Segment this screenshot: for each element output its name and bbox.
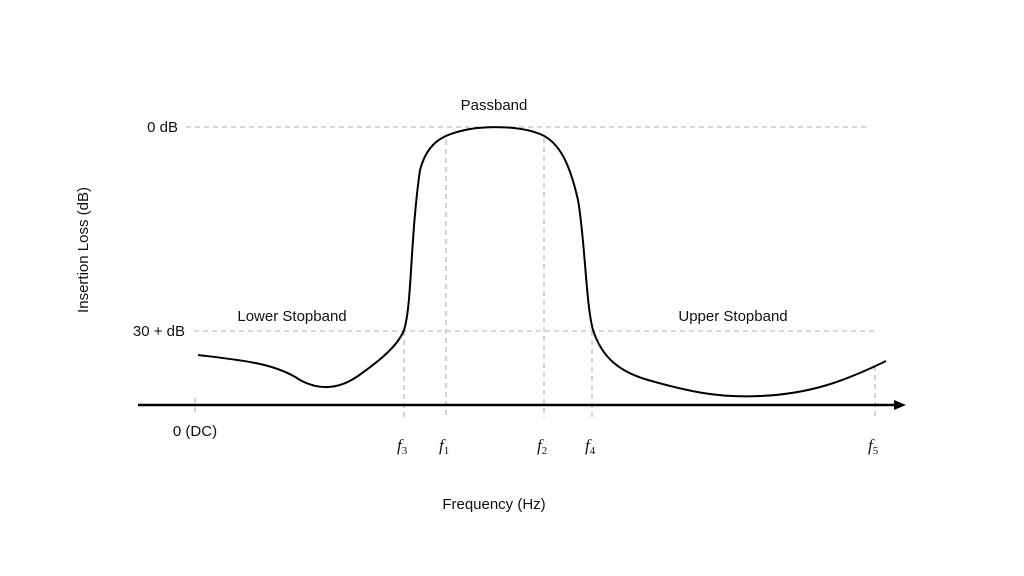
f2-label: f2 (537, 436, 547, 457)
f1-label: f1 (439, 436, 449, 457)
upper-stopband-label: Upper Stopband (678, 308, 787, 325)
passband-label: Passband (461, 97, 528, 114)
lower-stopband-label: Lower Stopband (237, 308, 346, 325)
y-axis-title: Insertion Loss (dB) (75, 187, 92, 313)
insertion-loss-curve (197, 126, 887, 398)
f3-label: f3 (397, 436, 408, 457)
axis-arrow-icon (894, 400, 906, 410)
y-tick-thirty-db: 30 + dB (133, 323, 185, 340)
y-tick-zero-db: 0 dB (147, 119, 178, 136)
f4-label: f4 (585, 436, 596, 457)
origin-label: 0 (DC) (173, 423, 217, 440)
x-axis-title: Frequency (Hz) (442, 496, 545, 513)
f5-label: f5 (868, 436, 879, 457)
